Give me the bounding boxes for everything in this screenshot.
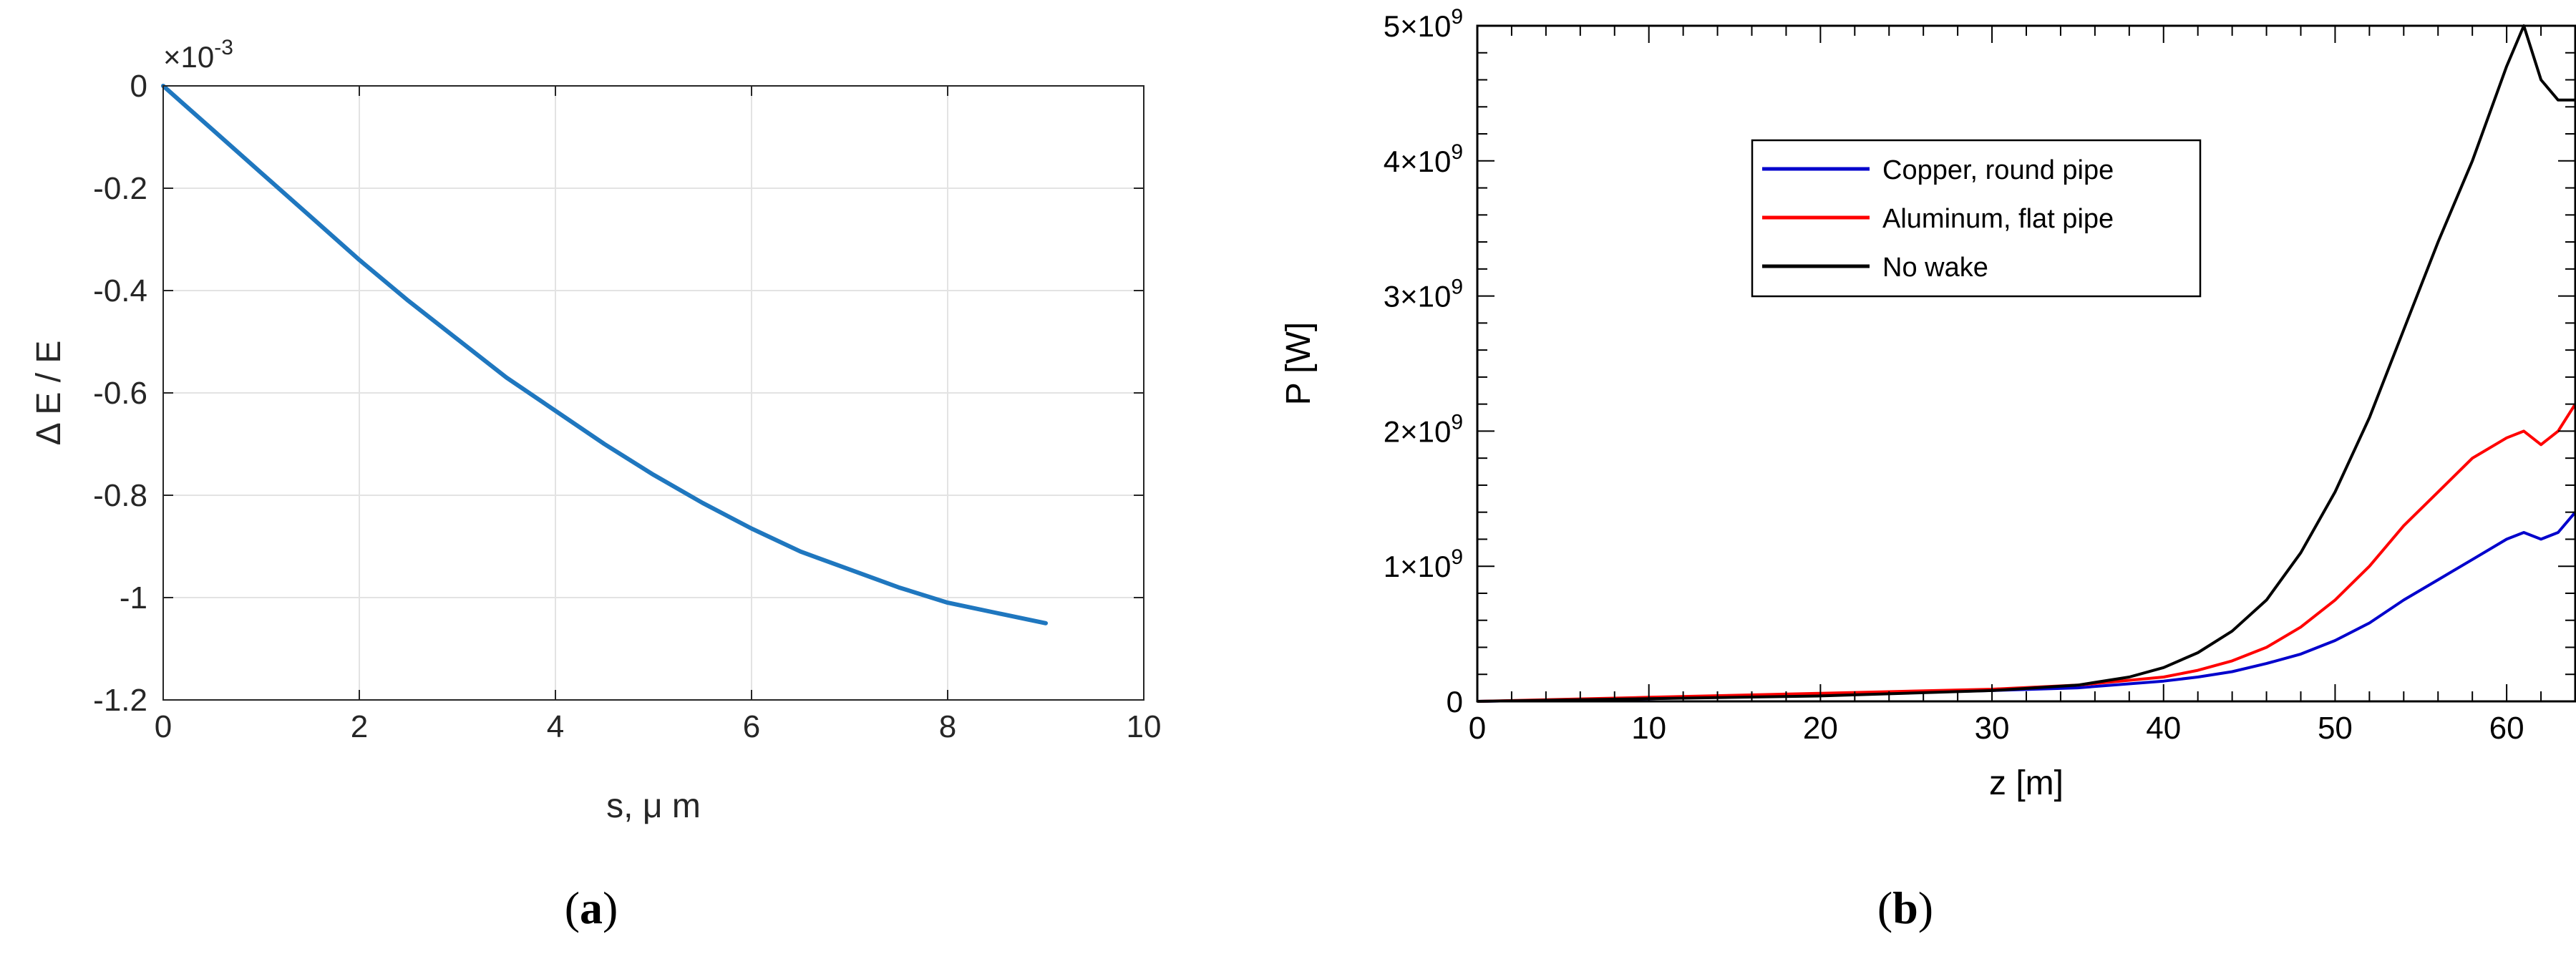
x-tick-label-b: 20 (1803, 711, 1838, 746)
x-tick-label-a: 2 (351, 709, 368, 744)
y-tick-label-a: -0.6 (93, 376, 147, 411)
legend-label-nowake: No wake (1882, 253, 1988, 283)
y-tick-label-a: -0.2 (93, 171, 147, 206)
x-tick-label-a: 4 (547, 709, 564, 744)
x-tick-label-a: 6 (743, 709, 760, 744)
y-axis-label-a: Δ E / E (30, 341, 68, 446)
series-line-a-0 (161, 84, 1048, 626)
legend-label-copper: Copper, round pipe (1882, 155, 2114, 185)
legend-b: Copper, round pipe Aluminum, flat pipe N… (1751, 139, 2202, 298)
ticks-a: 0 2 4 6 8 10 0 -0.2 -0.4 -0.6 -0.8 -1 -1.2 (93, 69, 1161, 744)
panel-label-a: (a) (565, 882, 618, 933)
series-line-b-2 (1477, 24, 2575, 703)
x-axis-label-b: z [m] (1989, 764, 2064, 802)
y-tick-label-b: 2×109 (1384, 410, 1463, 448)
y-tick-label-a: -0.4 (93, 273, 147, 308)
panel-a-chart: 0 2 4 6 8 10 0 -0.2 -0.4 -0.6 -0.8 -1 -1.2 ×10-3 s, … (30, 36, 1161, 933)
x-tick-label-b: 50 (2318, 711, 2353, 746)
grid-a (163, 86, 1144, 700)
y-tick-label-a: -1 (120, 580, 147, 615)
scale-note-a: ×10-3 (163, 36, 233, 74)
series-a (161, 84, 1048, 626)
x-tick-label-a: 8 (939, 709, 956, 744)
plot-area-b (1477, 26, 2575, 701)
y-tick-label-b: 3×109 (1384, 276, 1463, 313)
x-tick-label-b: 30 (1975, 711, 2010, 746)
x-tick-label-a: 10 (1127, 709, 1162, 744)
y-tick-label-a: -1.2 (93, 683, 147, 718)
y-tick-label-a: 0 (130, 69, 147, 104)
x-tick-label-b: 60 (2489, 711, 2524, 746)
panel-label-b: (b) (1877, 882, 1933, 933)
x-tick-label-a: 0 (155, 709, 172, 744)
x-tick-label-b: 40 (2146, 711, 2181, 746)
series-b (1477, 24, 2576, 703)
y-tick-label-b: 0 (1447, 685, 1463, 719)
x-tick-label-b: 0 (1469, 711, 1486, 746)
x-tick-label-b: 10 (1631, 711, 1666, 746)
x-axis-label-a: s, μ m (606, 787, 701, 825)
ticks-b: 0 10 20 30 40 50 60 0 1×109 2×109 3×109 4×109 5×109 (1384, 5, 2576, 746)
legend-label-aluminum: Aluminum, flat pipe (1882, 204, 2114, 234)
y-tick-label-b: 4×109 (1384, 140, 1463, 178)
panel-b-chart: 0 10 20 30 40 50 6001×1092×1093×1094×1095×109 … (1280, 5, 2576, 933)
y-axis-label-b: P [W] (1280, 322, 1318, 405)
y-tick-label-a: -0.8 (93, 478, 147, 513)
y-tick-label-b: 1×109 (1384, 545, 1463, 583)
y-tick-label-b: 5×109 (1384, 5, 1463, 43)
